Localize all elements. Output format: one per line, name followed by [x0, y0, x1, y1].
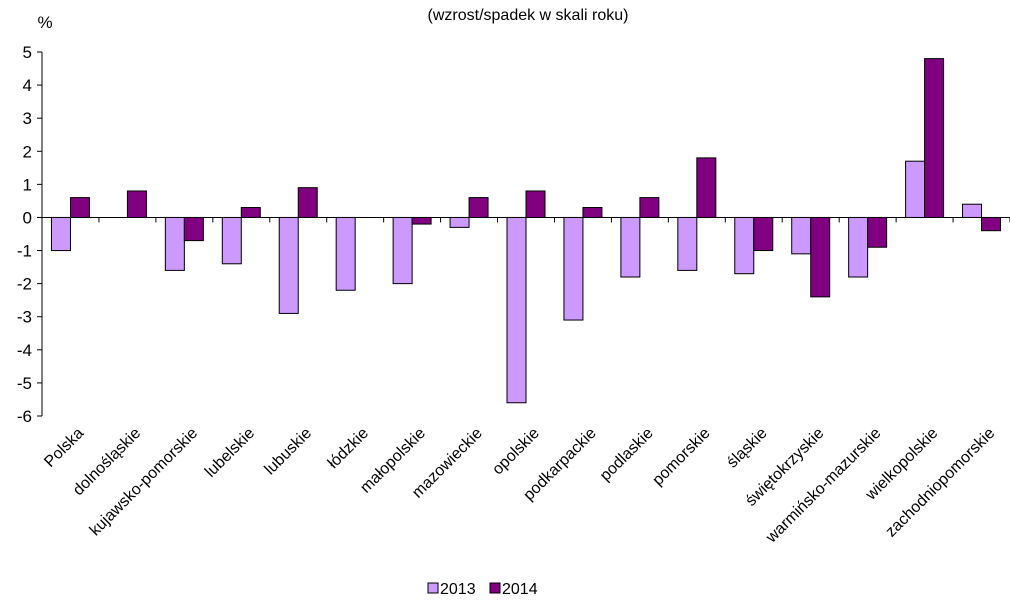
bar-2014 [810, 216, 831, 298]
bar-2014 [924, 58, 945, 218]
x-category-label: śląskie [724, 425, 771, 472]
legend-swatch-2013 [427, 582, 439, 594]
bar-2013 [221, 216, 242, 265]
y-tick-label: 1 [23, 175, 32, 194]
y-tick-label: -5 [17, 374, 32, 393]
bar-2014 [69, 197, 90, 218]
y-tick-label: -3 [17, 308, 32, 327]
x-category-label: podlaskie [597, 425, 657, 485]
bar-2014 [525, 190, 546, 218]
y-tick-label: 0 [23, 208, 32, 227]
bar-2014 [240, 207, 261, 218]
bar-2014 [696, 157, 717, 218]
bar-2013 [335, 216, 356, 291]
bar-2014 [867, 216, 888, 248]
bar-2014 [297, 187, 318, 218]
bar-2013 [905, 160, 926, 218]
chart-subtitle: (wzrost/spadek w skali roku) [428, 7, 629, 24]
bar-2013 [392, 216, 413, 285]
y-tick-label: -2 [17, 275, 32, 294]
bar-2014 [468, 197, 489, 218]
bar-2013 [962, 203, 983, 218]
legend-label: 2014 [502, 581, 538, 598]
x-category-label: opolskie [489, 425, 543, 479]
bar-2013 [449, 216, 470, 228]
bar-2013 [620, 216, 641, 278]
x-category-label: warmińsko-mazurskie [762, 425, 884, 547]
bar-2013 [164, 216, 185, 271]
y-tick-label: -1 [17, 242, 32, 261]
y-axis-unit-label: % [37, 13, 52, 32]
x-category-label: łódzkie [325, 425, 372, 472]
axes-group: 5 4 3 2 1 0 -1 -2 -3 -4 -5 -6 [17, 43, 1010, 426]
bar-2013 [848, 216, 869, 278]
bar-2014 [753, 216, 774, 252]
bar-2014 [582, 207, 603, 218]
bars-group [50, 58, 1002, 404]
x-category-label: kujawsko-pomorskie [87, 425, 202, 540]
bar-2014 [411, 216, 432, 225]
bar-2013 [506, 216, 527, 404]
y-tick-label: 5 [23, 43, 32, 62]
x-category-label: lubuskie [262, 425, 316, 479]
legend-swatch-2014 [489, 582, 501, 594]
bar-2014 [639, 197, 660, 218]
x-category-label: lubelskie [202, 425, 258, 481]
bar-2013 [50, 216, 71, 252]
bar-2013 [563, 216, 584, 321]
y-tick-label: -4 [17, 341, 32, 360]
bar-2013 [791, 216, 812, 255]
bar-2014 [981, 216, 1002, 232]
bar-2013 [734, 216, 755, 275]
y-tick-label: 2 [23, 142, 32, 161]
bar-2013 [278, 216, 299, 314]
bar-2013 [677, 216, 698, 271]
x-category-label: zachodniopomorskie [883, 425, 999, 541]
legend-label: 2013 [440, 581, 476, 598]
bar-2014 [183, 216, 204, 242]
y-tick-label: 4 [23, 76, 32, 95]
x-category-label: Polska [41, 425, 87, 471]
y-tick-label: 3 [23, 109, 32, 128]
bar-2014 [126, 190, 147, 218]
x-category-label: pomorskie [649, 425, 713, 489]
legend: 2013 2014 [427, 581, 538, 598]
y-tick-label: -6 [17, 407, 32, 426]
